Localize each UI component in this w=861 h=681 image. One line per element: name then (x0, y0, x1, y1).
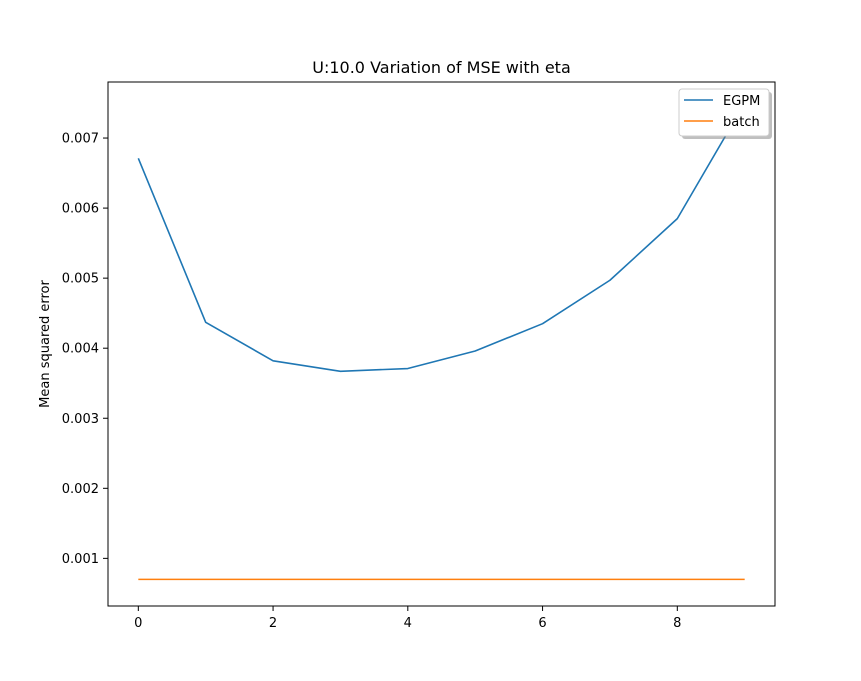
x-tick-label: 4 (404, 616, 412, 631)
plot-frame (107, 81, 776, 607)
y-axis-label: Mean squared error (38, 280, 53, 408)
series-layer (137, 102, 746, 581)
y-axis: 0.001 0.002 0.003 0.004 0.005 0.006 0.007 (62, 132, 108, 567)
y-tick-label: 0.007 (62, 132, 99, 147)
chart-title: U:10.0 Variation of MSE with eta (312, 58, 571, 77)
y-tick-label: 0.004 (62, 342, 99, 357)
y-tick-label: 0.003 (62, 412, 99, 427)
x-tick-label: 2 (269, 616, 277, 631)
series-line-egpm (137, 102, 746, 373)
x-tick-label: 8 (673, 616, 681, 631)
y-tick-label: 0.001 (62, 552, 99, 567)
legend-label-batch: batch (723, 115, 760, 130)
x-tick-label: 6 (538, 616, 546, 631)
legend-label-egpm: EGPM (723, 94, 760, 109)
y-tick-label: 0.005 (62, 272, 99, 287)
y-tick-label: 0.002 (62, 482, 99, 497)
x-tick-label: 0 (134, 616, 142, 631)
legend: EGPM batch (678, 88, 772, 139)
y-tick-label: 0.006 (62, 202, 99, 217)
x-axis: 0 2 4 6 8 (134, 606, 681, 631)
